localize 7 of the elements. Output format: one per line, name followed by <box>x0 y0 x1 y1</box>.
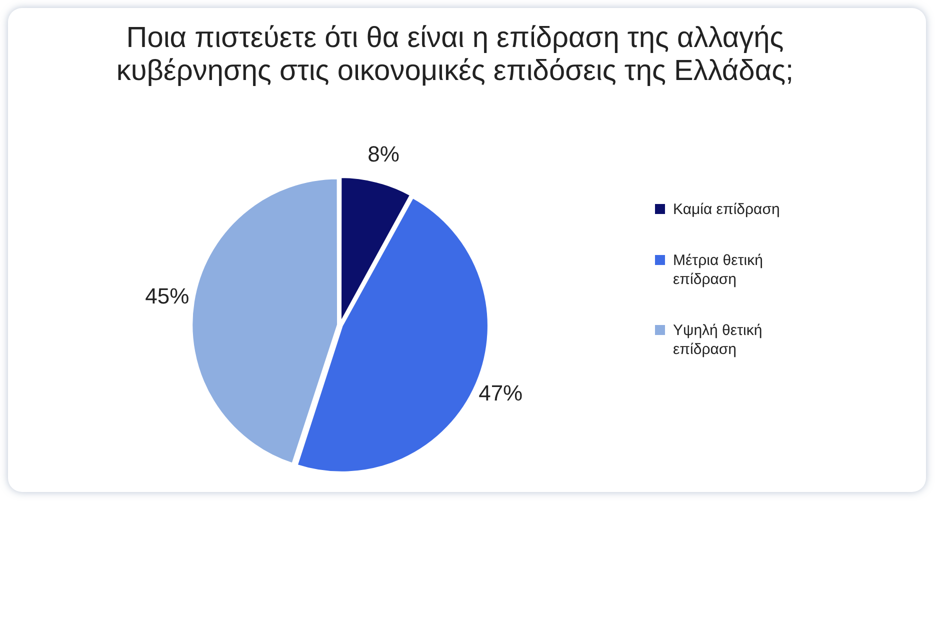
legend-label: Καμία επίδραση <box>673 200 781 219</box>
data-label: 45% <box>145 284 190 309</box>
legend-label: Μέτρια θετική επίδραση <box>673 251 764 289</box>
chart-title: Ποια πιστεύετε ότι θα είναι η επίδραση της αλλαγής κυβέρνησης στις οικονομικές επιδόσεις της Ελλάδας; <box>115 22 795 88</box>
data-label: 8% <box>368 142 400 167</box>
legend-label: Υψηλή θετική επίδραση <box>673 321 764 359</box>
data-label: 47% <box>478 380 523 406</box>
